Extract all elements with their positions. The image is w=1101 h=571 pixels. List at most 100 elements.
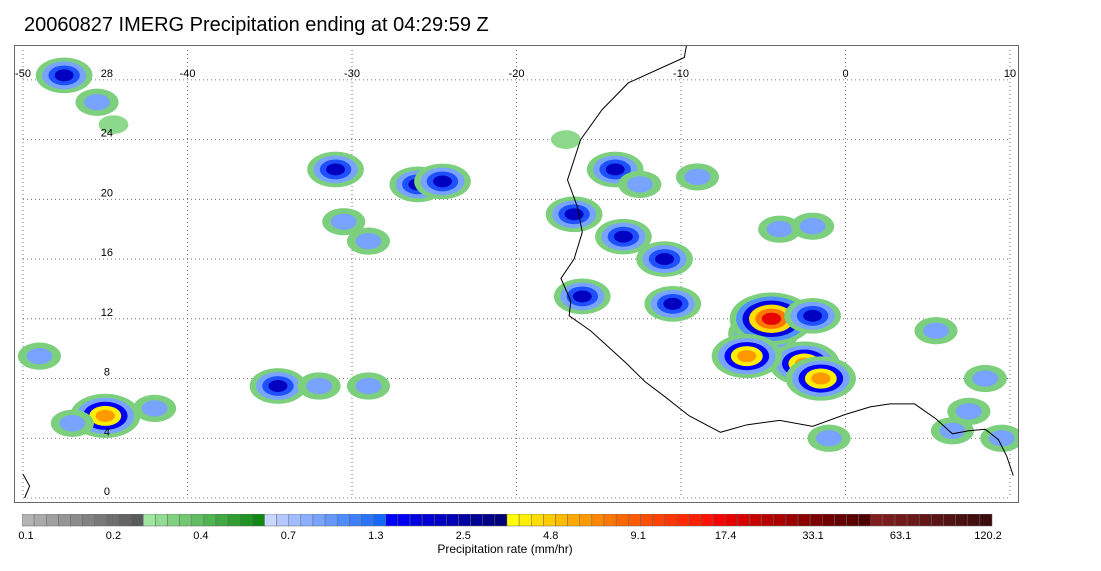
latitude-label: 4 xyxy=(104,426,110,438)
colorbar-swatch xyxy=(397,514,411,527)
colorbar-tick-label: 2.5 xyxy=(455,530,471,542)
colorbar-swatch xyxy=(858,514,871,527)
colorbar-swatch xyxy=(118,514,132,527)
latitude-label: 28 xyxy=(101,68,113,80)
colorbar-swatch xyxy=(409,514,423,527)
colorbar-swatch xyxy=(300,514,314,527)
colorbar-swatch xyxy=(894,514,908,527)
colorbar-tick-label: 0.1 xyxy=(18,530,34,542)
colorbar-swatch xyxy=(579,514,593,527)
colorbar-tick-label: 0.7 xyxy=(280,530,297,542)
precip-cell xyxy=(141,400,168,417)
colorbar-swatch xyxy=(749,514,762,527)
colorbar-swatch xyxy=(288,514,302,527)
colorbar-swatch xyxy=(324,514,338,527)
colorbar-swatch xyxy=(615,514,629,527)
colorbar-swatch xyxy=(155,514,168,527)
colorbar-swatch xyxy=(506,514,520,527)
colorbar-swatch xyxy=(943,514,956,527)
colorbar-swatch xyxy=(628,514,641,527)
colorbar-swatch xyxy=(106,514,120,527)
colorbar-swatch xyxy=(712,514,726,527)
colorbar-swatch xyxy=(822,514,835,527)
latitude-label: 0 xyxy=(104,486,110,498)
colorbar-swatch xyxy=(518,514,532,527)
colorbar-tick-label: 33.1 xyxy=(802,530,824,542)
colorbar-swatch xyxy=(337,514,350,527)
precip-cell xyxy=(923,322,949,339)
colorbar-tick-label: 17.4 xyxy=(714,530,737,542)
colorbar-swatch xyxy=(494,514,508,527)
longitude-label: -50 xyxy=(15,68,31,80)
colorbar-tick-label: 120.2 xyxy=(974,530,1002,542)
colorbar-swatch xyxy=(385,514,399,527)
colorbar-swatch xyxy=(470,514,483,527)
colorbar-swatch xyxy=(458,514,471,527)
colorbar-swatch xyxy=(761,514,774,527)
colorbar-swatch xyxy=(603,514,617,527)
colorbar-swatch xyxy=(46,514,59,527)
colorbar-swatch xyxy=(652,514,665,527)
precip-cell xyxy=(613,230,633,243)
precip-cell xyxy=(761,312,782,325)
colorbar-swatch xyxy=(919,514,932,527)
longitude-label: 0 xyxy=(842,68,848,80)
colorbar-swatch xyxy=(773,514,787,527)
precip-cell xyxy=(766,221,793,238)
graticule-grid xyxy=(22,50,1011,499)
colorbar-swatch xyxy=(967,514,981,527)
colorbar-swatch xyxy=(33,514,47,527)
precip-cell xyxy=(939,422,966,439)
colorbar-swatch xyxy=(70,514,83,527)
colorbar-swatch xyxy=(785,514,799,527)
colorbar-title: Precipitation rate (mm/hr) xyxy=(437,542,573,556)
colorbar-swatch xyxy=(434,514,447,527)
colorbar-swatch xyxy=(227,514,241,527)
colorbar-swatch xyxy=(543,514,556,527)
colorbar-swatch xyxy=(700,514,714,527)
precip-cell xyxy=(59,415,86,432)
precipitation-map[interactable]: -50 -40 -30 -20 -10 0 10 28 24 20 16 12 8 4 0 xyxy=(14,45,1019,503)
colorbar-tick-label: 4.8 xyxy=(543,530,559,542)
precip-cell xyxy=(803,309,823,322)
colorbar-swatch xyxy=(446,514,459,527)
colorbar-swatch xyxy=(882,514,896,527)
latitude-label: 20 xyxy=(101,187,113,199)
map-title: 20060827 IMERG Precipitation ending at 0… xyxy=(24,14,489,36)
precip-cell xyxy=(572,290,592,303)
colorbar-swatch xyxy=(640,514,653,527)
colorbar-swatch xyxy=(688,514,702,527)
colorbar-tick-label: 0.2 xyxy=(105,530,122,542)
precip-cell xyxy=(955,403,982,420)
latitude-label: 8 xyxy=(104,367,110,379)
colorbar-swatch xyxy=(191,514,205,527)
colorbar-swatch xyxy=(906,514,920,527)
latitude-label: 16 xyxy=(101,247,113,259)
colorbar-swatch xyxy=(664,514,677,527)
colorbar-swatch xyxy=(179,514,192,527)
map-canvas: -50 -40 -30 -20 -10 0 10 28 24 20 16 12 8 4 0 xyxy=(15,46,1018,499)
colorbar-swatch xyxy=(373,514,386,527)
south-america-coastline xyxy=(22,473,31,499)
latitude-label: 12 xyxy=(101,307,113,319)
colorbar-swatch xyxy=(264,514,277,527)
colorbar-swatch xyxy=(834,514,847,527)
colorbar-swatch xyxy=(349,514,362,527)
precip-cell xyxy=(54,69,74,82)
precip-cell xyxy=(737,350,757,363)
precip-cell xyxy=(626,176,653,193)
colorbar-tick-label: 0.4 xyxy=(193,530,209,542)
precip-cell xyxy=(306,377,333,395)
precip-cell xyxy=(84,94,110,111)
colorbar-swatch xyxy=(167,514,180,527)
precip-cell xyxy=(605,163,625,176)
precip-cell xyxy=(95,409,115,422)
colorbar-swatch xyxy=(94,514,108,527)
longitude-label: -40 xyxy=(180,68,196,80)
colorbar-swatch xyxy=(130,514,144,527)
longitude-label: -20 xyxy=(509,68,525,80)
colorbar-tick-label: 63.1 xyxy=(889,530,912,542)
colorbar-swatch xyxy=(143,514,156,527)
precip-cell xyxy=(326,163,345,176)
colorbar-swatch xyxy=(846,514,859,527)
